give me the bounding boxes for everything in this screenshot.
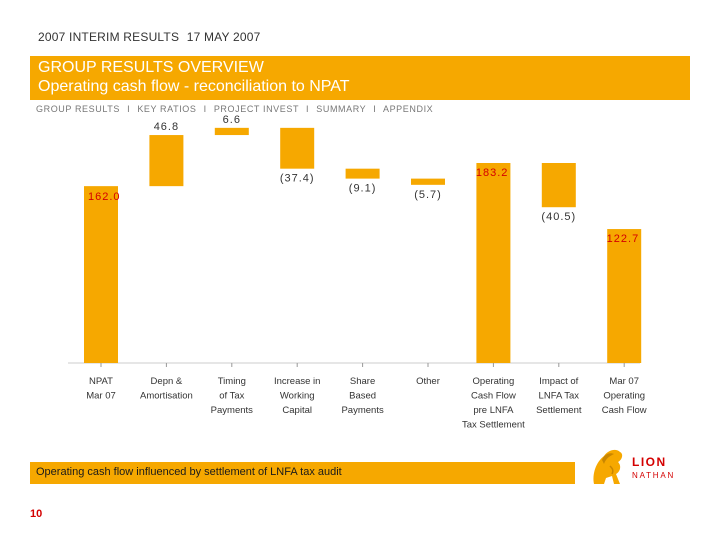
category-label-3: Increase in Working Capital xyxy=(274,376,320,416)
category-label-5: Other xyxy=(416,376,440,387)
value-label-4: (9.1) xyxy=(349,183,377,195)
category-label-0: NPAT Mar 07 xyxy=(86,376,116,402)
nav-item-group-results[interactable]: GROUP RESULTS xyxy=(36,104,120,114)
bar-8 xyxy=(607,229,642,363)
category-label-2: Timing of Tax Payments xyxy=(211,376,253,416)
nav-item-key-ratios[interactable]: KEY RATIOS xyxy=(137,104,197,114)
lion-nathan-logo: LION NATHAN xyxy=(593,449,675,484)
title-text: 2007 INTERIM RESULTS xyxy=(38,30,180,44)
category-label-8: Mar 07 Operating Cash Flow xyxy=(602,376,647,416)
nav-separator: I xyxy=(127,104,131,114)
banner-subheading: Operating cash flow - reconciliation to … xyxy=(38,78,350,95)
value-label-6: 183.2 xyxy=(476,167,509,179)
category-label-6: Operating Cash Flow pre LNFA Tax Settlement xyxy=(462,376,525,431)
presentation-title: 2007 INTERIM RESULTS 17 MAY 2007 xyxy=(38,30,261,44)
bar-4 xyxy=(345,168,380,179)
value-label-1: 46.8 xyxy=(154,121,179,133)
nav-item-summary[interactable]: SUMMARY xyxy=(316,104,367,114)
value-label-7: (40.5) xyxy=(541,211,576,223)
page-number: 10 xyxy=(30,508,43,520)
lion-emblem-icon xyxy=(593,449,623,484)
bar-6 xyxy=(476,163,511,363)
nav-item-appendix[interactable]: APPENDIX xyxy=(382,104,434,114)
bar-1 xyxy=(149,135,184,187)
category-label-4: Share Based Payments xyxy=(341,376,383,416)
logo-word-nathan: NATHAN xyxy=(632,471,675,480)
callout-text: Operating cash flow influenced by settle… xyxy=(36,466,342,478)
bar-2 xyxy=(214,127,249,136)
nav-separator: I xyxy=(373,104,377,114)
banner-heading: GROUP RESULTS OVERVIEW xyxy=(38,59,264,76)
value-label-0: 162.0 xyxy=(88,191,121,203)
value-label-8: 122.7 xyxy=(607,233,640,245)
value-label-5: (5.7) xyxy=(414,189,442,201)
nav-item-project-invest[interactable]: PROJECT INVEST xyxy=(213,104,299,114)
value-label-2: 6.6 xyxy=(223,114,241,126)
bar-5 xyxy=(411,178,445,185)
nav-separator: I xyxy=(203,104,207,114)
callout-note: Operating cash flow influenced by settle… xyxy=(30,462,575,484)
section-nav: GROUP RESULTS I KEY RATIOS I PROJECT INV… xyxy=(36,104,433,114)
logo-word-lion: LION xyxy=(632,455,667,469)
title-date: 17 MAY 2007 xyxy=(186,30,261,44)
bar-0 xyxy=(84,186,118,363)
category-label-1: Depn & Amortisation xyxy=(140,376,193,402)
bar-3 xyxy=(280,127,315,169)
section-banner: GROUP RESULTS OVERVIEW Operating cash fl… xyxy=(30,56,690,100)
category-label-7: Impact of LNFA Tax Settlement xyxy=(536,376,582,416)
bar-7 xyxy=(541,163,576,208)
nav-separator: I xyxy=(306,104,310,114)
value-label-3: (37.4) xyxy=(280,173,315,185)
